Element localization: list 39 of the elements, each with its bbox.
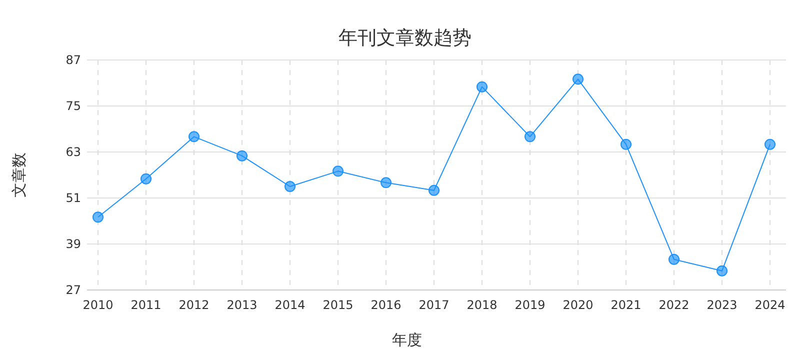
y-axis-title: 文章数	[10, 152, 28, 198]
point	[524, 131, 536, 142]
point	[428, 184, 440, 196]
x-tick-label: 2018	[466, 298, 498, 312]
y-tick-label: 27	[66, 283, 81, 298]
x-tick-label: 2011	[130, 298, 162, 312]
x-tick-label: 2021	[610, 298, 642, 312]
point	[716, 265, 728, 276]
point	[668, 254, 680, 265]
chart-title: 年刊文章数趋势	[338, 27, 472, 49]
point	[188, 131, 200, 142]
point	[332, 166, 344, 177]
point	[236, 150, 248, 162]
x-tick-label: 2019	[514, 298, 546, 312]
y-tick-label: 39	[66, 237, 81, 252]
x-tick-label: 2020	[562, 298, 594, 312]
x-tick-label: 2015	[322, 298, 354, 312]
y-tick-label: 51	[66, 191, 81, 206]
point	[140, 173, 152, 184]
x-tick-label: 2022	[658, 298, 690, 312]
y-tick-label: 75	[66, 99, 81, 114]
x-tick-label: 2010	[82, 298, 114, 312]
point	[476, 81, 488, 92]
point	[92, 212, 104, 223]
x-tick-label: 2014	[274, 298, 306, 312]
point	[620, 138, 632, 150]
point	[284, 181, 296, 192]
x-tick-label: 2017	[418, 298, 450, 312]
point	[380, 177, 392, 188]
y-tick-label: 63	[66, 145, 81, 160]
x-tick-label: 2012	[178, 298, 210, 312]
x-axis-title: 年度	[392, 331, 422, 349]
point	[764, 138, 776, 150]
x-tick-label: 2024	[754, 298, 786, 312]
point	[572, 74, 584, 85]
x-tick-label: 2016	[370, 298, 402, 312]
y-tick-label: 87	[66, 53, 81, 68]
x-tick-label: 2023	[706, 298, 738, 312]
x-tick-label: 2013	[226, 298, 258, 312]
